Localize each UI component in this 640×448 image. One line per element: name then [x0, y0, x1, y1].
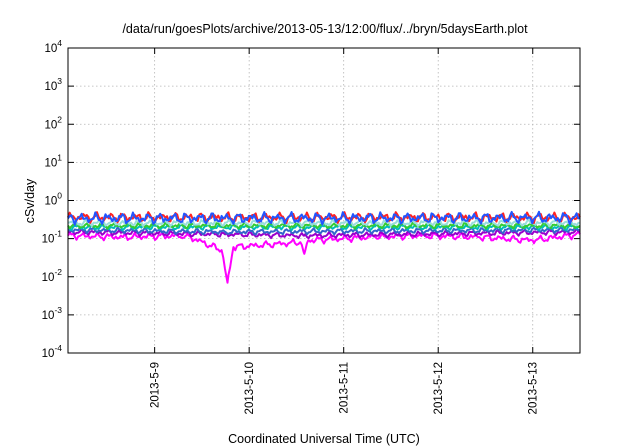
- x-tick-label: 2013-5-12: [433, 362, 445, 414]
- y-tick-label: 10-3: [42, 305, 63, 322]
- y-tick-label: 104: [44, 38, 62, 55]
- y-tick-label: 10-1: [42, 229, 63, 246]
- y-tick-label: 100: [44, 191, 62, 208]
- y-tick-label: 10-4: [42, 343, 63, 360]
- x-tick-label: 2013-5-11: [339, 362, 351, 414]
- x-tick-label: 2013-5-9: [150, 362, 162, 408]
- series-line: [67, 225, 581, 236]
- y-tick-label: 10-2: [42, 267, 63, 284]
- series-line: [67, 210, 581, 226]
- y-tick-label: 103: [44, 76, 62, 93]
- axis-ticks: 10-4 10-3 10-2 10-1 100 101 102 103 104 2013-5-9 2…: [42, 38, 580, 414]
- series-line: [67, 230, 581, 284]
- y-tick-label: 101: [44, 152, 62, 169]
- x-axis-label: Coordinated Universal Time (UTC): [228, 432, 420, 446]
- x-tick-label: 2013-5-10: [244, 362, 256, 414]
- x-tick-label: 2013-5-13: [528, 362, 540, 414]
- data-series: [67, 210, 581, 284]
- series-line: [67, 227, 581, 240]
- y-axis-label: cSv/day: [23, 178, 37, 223]
- chart-title: /data/run/goesPlots/archive/2013-05-13/1…: [122, 22, 528, 36]
- gridlines: [68, 48, 580, 353]
- y-tick-label: 102: [44, 114, 62, 131]
